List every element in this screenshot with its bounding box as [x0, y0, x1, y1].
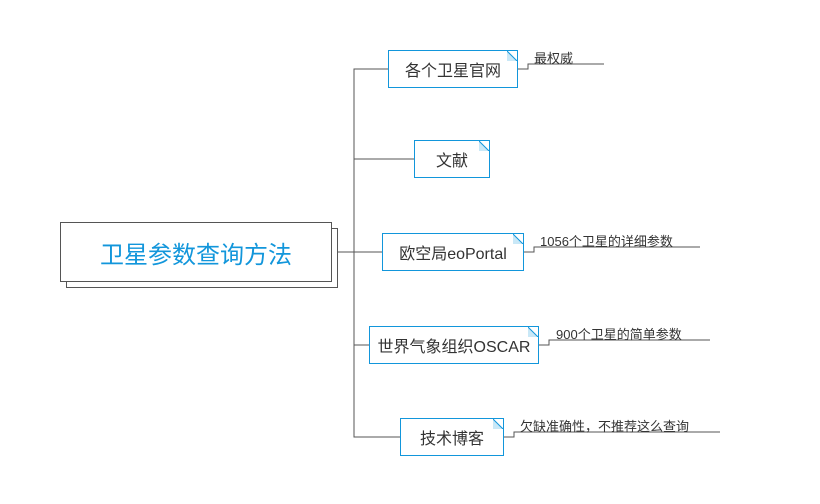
- root-label: 卫星参数查询方法: [100, 235, 292, 270]
- annotation-4: 欠缺准确性，不推荐这么查询: [520, 416, 689, 435]
- annotation-0: 最权威: [534, 48, 573, 67]
- annotation-label: 1056个卫星的详细参数: [540, 234, 673, 249]
- annotation-label: 最权威: [534, 51, 573, 66]
- child-node-3: 世界气象组织OSCAR: [369, 326, 539, 364]
- child-node-1: 文献: [414, 140, 490, 178]
- annotation-label: 900个卫星的简单参数: [556, 327, 682, 342]
- fold-corner-icon: [507, 51, 517, 61]
- fold-corner-icon: [528, 327, 538, 337]
- child-label: 技术博客: [420, 425, 484, 449]
- child-label: 欧空局eoPortal: [399, 240, 507, 264]
- child-label: 文献: [436, 147, 468, 171]
- annotation-2: 1056个卫星的详细参数: [540, 231, 673, 250]
- fold-corner-icon: [479, 141, 489, 151]
- child-label: 世界气象组织OSCAR: [378, 333, 531, 357]
- child-node-2: 欧空局eoPortal: [382, 233, 524, 271]
- fold-corner-icon: [493, 419, 503, 429]
- child-node-0: 各个卫星官网: [388, 50, 518, 88]
- annotation-label: 欠缺准确性，不推荐这么查询: [520, 419, 689, 434]
- child-label: 各个卫星官网: [405, 57, 501, 81]
- annotation-3: 900个卫星的简单参数: [556, 324, 682, 343]
- child-node-4: 技术博客: [400, 418, 504, 456]
- root-node: 卫星参数查询方法: [60, 222, 332, 282]
- fold-corner-icon: [513, 234, 523, 244]
